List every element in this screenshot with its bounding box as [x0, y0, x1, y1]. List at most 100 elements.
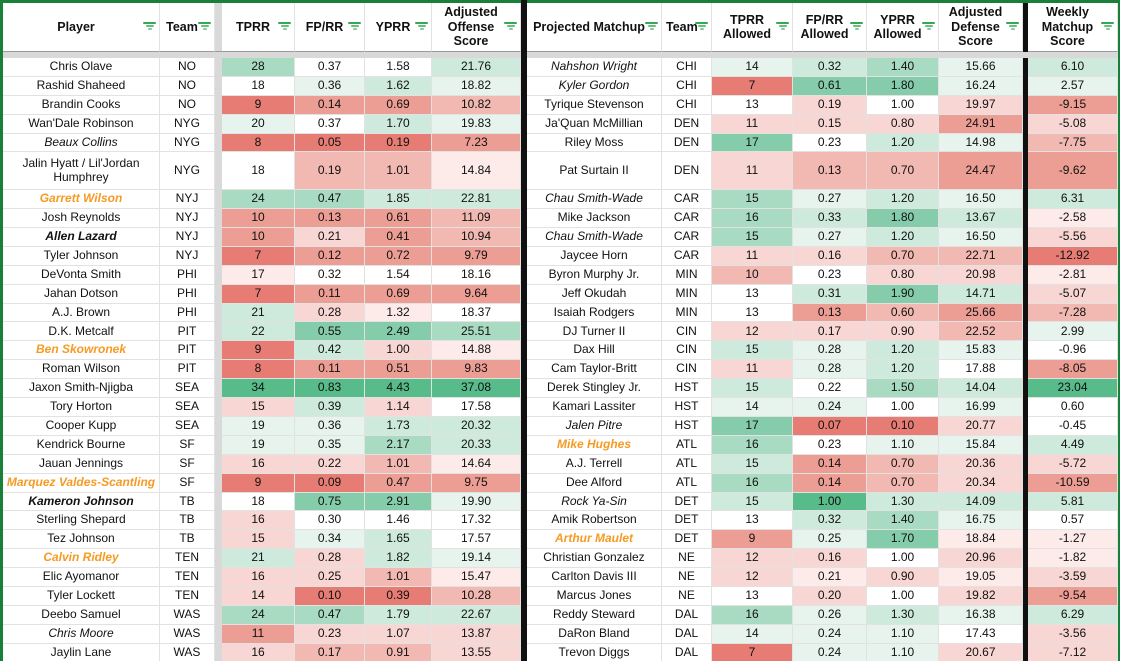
stat-cell[interactable]: 10: [712, 265, 793, 285]
stat-cell[interactable]: 22.71: [939, 246, 1023, 266]
stat-cell[interactable]: 10.94: [432, 228, 521, 247]
team-cell[interactable]: TEN: [160, 549, 215, 569]
player-cell[interactable]: Ja'Quan McMillian: [527, 114, 662, 134]
stat-cell[interactable]: 16.24: [939, 76, 1023, 96]
team-cell[interactable]: CIN: [662, 360, 712, 380]
stat-cell[interactable]: 1.00: [365, 341, 432, 361]
stat-cell[interactable]: 0.69: [365, 95, 432, 115]
player-cell[interactable]: Nahshon Wright: [527, 58, 662, 77]
stat-cell[interactable]: 12: [712, 322, 793, 342]
stat-cell[interactable]: 17: [712, 133, 793, 153]
stat-cell[interactable]: 10.28: [432, 586, 521, 606]
stat-cell[interactable]: 1.20: [867, 360, 939, 380]
stat-cell[interactable]: 7: [712, 76, 793, 96]
filter-icon[interactable]: [198, 22, 211, 32]
stat-cell[interactable]: 18.16: [432, 265, 521, 285]
stat-cell[interactable]: 9: [222, 473, 295, 493]
column-header-yprr[interactable]: YPRR: [365, 3, 432, 52]
filter-icon[interactable]: [850, 22, 863, 32]
stat-cell[interactable]: 0.25: [793, 530, 867, 550]
stat-cell[interactable]: 0.36: [295, 76, 365, 96]
filter-icon[interactable]: [348, 22, 361, 32]
stat-cell[interactable]: 11: [712, 246, 793, 266]
team-cell[interactable]: WAS: [160, 605, 215, 625]
stat-cell[interactable]: 0.28: [793, 341, 867, 361]
player-cell[interactable]: Derek Stingley Jr.: [527, 379, 662, 399]
stat-cell[interactable]: 0.23: [793, 133, 867, 153]
stat-cell[interactable]: 0.60: [1028, 398, 1118, 417]
stat-cell[interactable]: 7: [712, 643, 793, 661]
stat-cell[interactable]: 0.91: [365, 643, 432, 661]
player-cell[interactable]: Arthur Maulet: [527, 530, 662, 550]
column-header-tprr-allowed[interactable]: TPRR Allowed: [712, 3, 793, 52]
stat-cell[interactable]: 1.20: [867, 190, 939, 210]
player-cell[interactable]: Calvin Ridley: [3, 549, 160, 569]
stat-cell[interactable]: 0.90: [867, 322, 939, 342]
filter-icon[interactable]: [504, 22, 517, 32]
stat-cell[interactable]: 7.23: [432, 133, 521, 153]
stat-cell[interactable]: 2.57: [1028, 76, 1118, 96]
stat-cell[interactable]: 15: [712, 454, 793, 474]
stat-cell[interactable]: 0.05: [295, 133, 365, 153]
team-cell[interactable]: CIN: [662, 341, 712, 361]
stat-cell[interactable]: 37.08: [432, 379, 521, 399]
stat-cell[interactable]: 16.50: [939, 190, 1023, 210]
stat-cell[interactable]: -0.45: [1028, 416, 1118, 436]
stat-cell[interactable]: 2.91: [365, 492, 432, 512]
stat-cell[interactable]: 1.65: [365, 530, 432, 550]
stat-cell[interactable]: 14: [712, 624, 793, 644]
stat-cell[interactable]: 0.37: [295, 58, 365, 77]
stat-cell[interactable]: 0.90: [867, 568, 939, 587]
stat-cell[interactable]: 17.58: [432, 398, 521, 417]
team-cell[interactable]: CAR: [662, 190, 712, 210]
column-header-adjusted-offense-score[interactable]: Adjusted Offense Score: [432, 3, 521, 52]
player-cell[interactable]: Reddy Steward: [527, 605, 662, 625]
stat-cell[interactable]: 9.64: [432, 284, 521, 304]
player-cell[interactable]: Jauan Jennings: [3, 454, 160, 474]
stat-cell[interactable]: 15: [712, 492, 793, 512]
stat-cell[interactable]: 0.70: [867, 246, 939, 266]
stat-cell[interactable]: 0.30: [295, 511, 365, 531]
player-cell[interactable]: Cam Taylor-Britt: [527, 360, 662, 380]
stat-cell[interactable]: 13: [712, 303, 793, 323]
stat-cell[interactable]: 1.20: [867, 341, 939, 361]
stat-cell[interactable]: 1.46: [365, 511, 432, 531]
stat-cell[interactable]: 16: [712, 473, 793, 493]
stat-cell[interactable]: 0.32: [793, 58, 867, 77]
stat-cell[interactable]: 17.43: [939, 624, 1023, 644]
stat-cell[interactable]: 20.96: [939, 549, 1023, 569]
stat-cell[interactable]: 11: [712, 152, 793, 191]
team-cell[interactable]: NE: [662, 549, 712, 569]
team-cell[interactable]: HST: [662, 416, 712, 436]
stat-cell[interactable]: 1.07: [365, 624, 432, 644]
player-cell[interactable]: Jalin Hyatt / Lil'Jordan Humphrey: [3, 152, 160, 191]
stat-cell[interactable]: 14.88: [432, 341, 521, 361]
stat-cell[interactable]: 16: [222, 511, 295, 531]
player-cell[interactable]: Jaycee Horn: [527, 246, 662, 266]
team-cell[interactable]: TB: [160, 530, 215, 550]
team-cell[interactable]: NE: [662, 586, 712, 606]
stat-cell[interactable]: 9: [222, 95, 295, 115]
stat-cell[interactable]: 16: [712, 605, 793, 625]
stat-cell[interactable]: 20.98: [939, 265, 1023, 285]
stat-cell[interactable]: 16.50: [939, 228, 1023, 247]
player-cell[interactable]: Amik Robertson: [527, 511, 662, 531]
stat-cell[interactable]: 0.42: [295, 341, 365, 361]
stat-cell[interactable]: 0.23: [793, 265, 867, 285]
team-cell[interactable]: WAS: [160, 643, 215, 661]
filter-icon[interactable]: [922, 22, 935, 32]
team-cell[interactable]: PIT: [160, 341, 215, 361]
stat-cell[interactable]: 0.39: [365, 586, 432, 606]
team-cell[interactable]: TEN: [160, 568, 215, 587]
stat-cell[interactable]: 1.79: [365, 605, 432, 625]
team-cell[interactable]: WAS: [160, 624, 215, 644]
stat-cell[interactable]: 25.66: [939, 303, 1023, 323]
stat-cell[interactable]: -2.58: [1028, 209, 1118, 229]
player-cell[interactable]: Tory Horton: [3, 398, 160, 417]
team-cell[interactable]: CIN: [662, 322, 712, 342]
stat-cell[interactable]: 14.64: [432, 454, 521, 474]
player-cell[interactable]: Tez Johnson: [3, 530, 160, 550]
stat-cell[interactable]: 0.69: [365, 284, 432, 304]
stat-cell[interactable]: 22: [222, 322, 295, 342]
player-cell[interactable]: Rock Ya-Sin: [527, 492, 662, 512]
